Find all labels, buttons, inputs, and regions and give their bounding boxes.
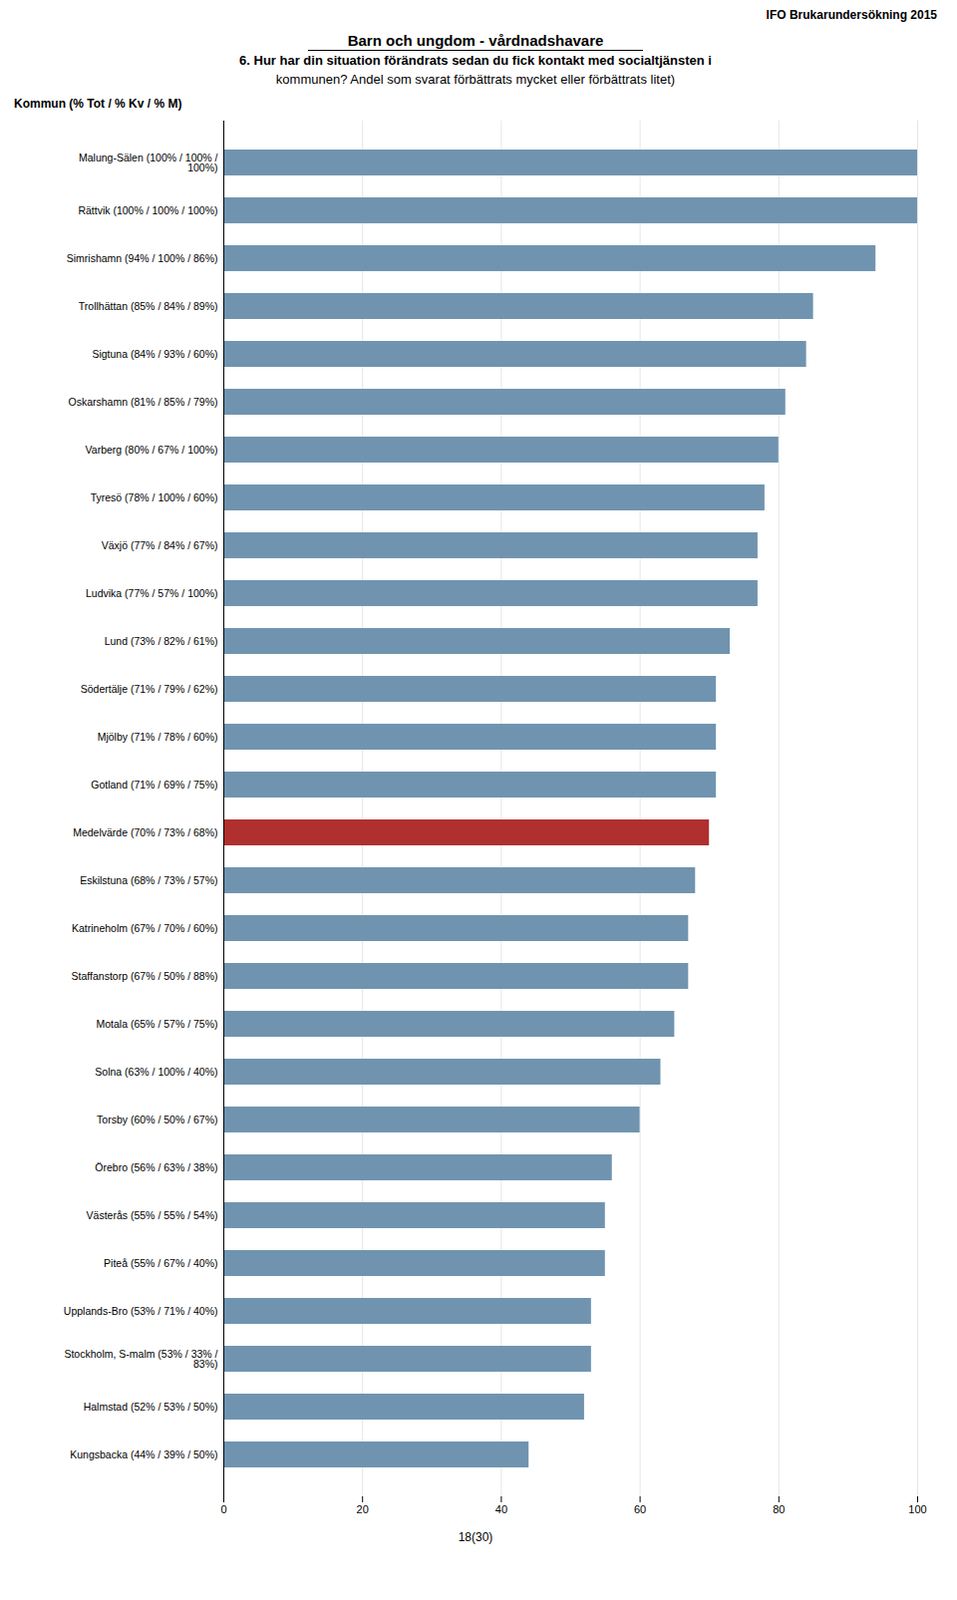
svg-text:60: 60	[634, 1503, 646, 1516]
svg-text:Malung-Sälen (100% / 100% /100: Malung-Sälen (100% / 100% /100%)	[78, 151, 219, 175]
html-text:IFO Brukarundersökning 2015: IFO Brukarundersökning 2015	[766, 7, 938, 22]
svg-text:20: 20	[356, 1503, 369, 1516]
html-text:Barn och ungdom - vårdnadshava: Barn och ungdom - vårdnadshavare	[347, 31, 604, 49]
svg-text:Motala (65% / 57% / 75%): Motala (65% / 57% / 75%)	[96, 1017, 219, 1030]
svg-text:Sigtuna (84% / 93% / 60%): Sigtuna (84% / 93% / 60%)	[91, 347, 218, 360]
svg-text:100: 100	[908, 1503, 927, 1516]
svg-text:Oskarshamn (81% / 85% / 79%): Oskarshamn (81% / 85% / 79%)	[68, 395, 219, 408]
svg-text:80: 80	[772, 1503, 785, 1516]
svg-text:Lund (73% / 82% / 61%): Lund (73% / 82% / 61%)	[104, 635, 219, 647]
svg-text:Stockholm, S-malm (53% / 33% /: Stockholm, S-malm (53% / 33% /83%)	[63, 1347, 218, 1371]
html-text:6. Hur har din situation förän: 6. Hur har din situation förändrats seda…	[239, 52, 712, 68]
svg-text:Varberg (80% / 67% / 100%): Varberg (80% / 67% / 100%)	[85, 443, 219, 456]
svg-text:Simrishamn (94% / 100% / 86%): Simrishamn (94% / 100% / 86%)	[66, 252, 219, 265]
svg-text:Gotland (71% / 69% / 75%): Gotland (71% / 69% / 75%)	[90, 778, 218, 791]
svg-text:Staffanstorp (67% / 50% / 88%): Staffanstorp (67% / 50% / 88%)	[71, 969, 219, 982]
svg-text:Halmstad (52% / 53% / 50%): Halmstad (52% / 53% / 50%)	[83, 1400, 219, 1413]
svg-text:Upplands-Bro (53% / 71% / 40%): Upplands-Bro (53% / 71% / 40%)	[63, 1304, 219, 1317]
svg-text:Västerås (55% / 55% / 54%): Västerås (55% / 55% / 54%)	[86, 1209, 219, 1222]
svg-text:Örebro (56% / 63% / 38%): Örebro (56% / 63% / 38%)	[94, 1161, 218, 1174]
svg-text:Solna (63% / 100% / 40%): Solna (63% / 100% / 40%)	[94, 1065, 218, 1078]
svg-text:0: 0	[220, 1503, 227, 1516]
html-text:18(30): 18(30)	[458, 1530, 493, 1545]
svg-text:Tyresö (78% / 100% / 60%): Tyresö (78% / 100% / 60%)	[90, 491, 219, 504]
html-text:kommunen? Andel som svarat för: kommunen? Andel som svarat förbättrats m…	[276, 71, 675, 87]
svg-text:40: 40	[495, 1503, 508, 1516]
svg-text:Medelvärde (70% / 73% / 68%): Medelvärde (70% / 73% / 68%)	[72, 826, 218, 839]
svg-text:Piteå (55% / 67% / 40%): Piteå (55% / 67% / 40%)	[103, 1257, 218, 1270]
html-text:Kommun (% Tot / % Kv / % M): Kommun (% Tot / % Kv / % M)	[13, 96, 182, 111]
svg-text:Rättvik (100% / 100% / 100%): Rättvik (100% / 100% / 100%)	[77, 204, 218, 217]
svg-text:Kungsbacka (44% / 39% / 50%): Kungsbacka (44% / 39% / 50%)	[69, 1448, 218, 1461]
svg-text:Växjö (77% / 84% / 67%): Växjö (77% / 84% / 67%)	[101, 539, 219, 552]
svg-text:Södertälje (71% / 79% / 62%): Södertälje (71% / 79% / 62%)	[80, 682, 219, 695]
svg-text:Eskilstuna (68% / 73% / 57%): Eskilstuna (68% / 73% / 57%)	[79, 874, 218, 887]
svg-text:Ludvika (77% / 57% / 100%): Ludvika (77% / 57% / 100%)	[85, 587, 219, 600]
svg-text:Torsby (60% / 50% / 67%): Torsby (60% / 50% / 67%)	[96, 1113, 218, 1126]
svg-text:Trollhättan (85% / 84% / 89%): Trollhättan (85% / 84% / 89%)	[78, 300, 219, 313]
svg-text:Mjölby (71% / 78% / 60%): Mjölby (71% / 78% / 60%)	[97, 730, 219, 743]
svg-text:Katrineholm (67% / 70% / 60%): Katrineholm (67% / 70% / 60%)	[71, 922, 219, 935]
